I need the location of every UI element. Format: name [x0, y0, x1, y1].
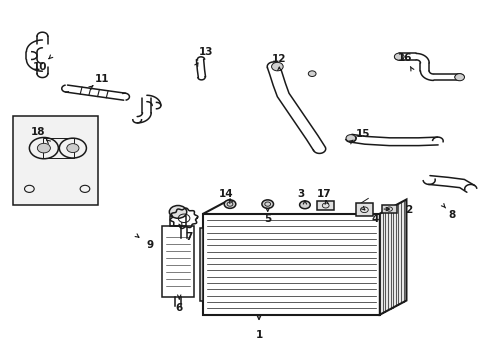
Text: 14: 14 — [218, 189, 233, 199]
Text: 1: 1 — [255, 330, 262, 340]
Polygon shape — [379, 199, 406, 315]
Text: 10: 10 — [33, 62, 47, 72]
Circle shape — [393, 53, 403, 60]
Text: 15: 15 — [355, 129, 369, 139]
Text: 6: 6 — [175, 303, 183, 313]
Polygon shape — [355, 203, 372, 216]
Circle shape — [37, 143, 50, 153]
Text: 13: 13 — [198, 48, 213, 57]
Text: 8: 8 — [448, 211, 455, 220]
Circle shape — [67, 144, 79, 153]
Circle shape — [224, 200, 235, 208]
Circle shape — [271, 62, 283, 71]
Text: 3: 3 — [297, 189, 304, 199]
Circle shape — [346, 135, 355, 142]
Polygon shape — [382, 205, 396, 213]
Text: 5: 5 — [264, 214, 271, 224]
Circle shape — [308, 71, 315, 77]
Polygon shape — [316, 201, 334, 210]
Text: 16: 16 — [397, 53, 411, 63]
Polygon shape — [13, 116, 98, 205]
Text: 12: 12 — [271, 54, 286, 64]
Text: 4: 4 — [370, 214, 378, 224]
Polygon shape — [199, 228, 203, 301]
Text: 9: 9 — [146, 239, 154, 249]
Text: 2: 2 — [405, 205, 412, 215]
Circle shape — [262, 200, 273, 208]
Circle shape — [169, 206, 186, 218]
Circle shape — [299, 201, 309, 209]
Text: 17: 17 — [316, 189, 331, 199]
Circle shape — [454, 74, 464, 81]
Text: 18: 18 — [30, 127, 45, 137]
Text: 11: 11 — [95, 74, 109, 84]
Text: 7: 7 — [185, 232, 192, 242]
